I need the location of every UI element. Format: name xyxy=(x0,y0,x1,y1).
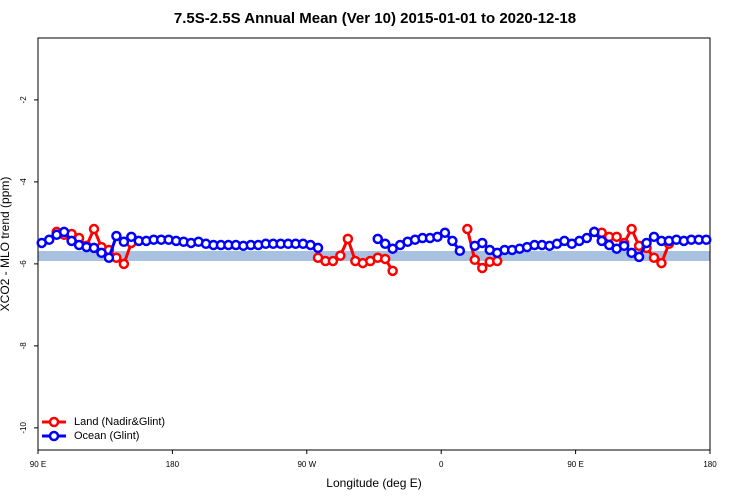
data-point xyxy=(648,252,660,263)
y-axis-label: XCO2 - MLO trend (ppm) xyxy=(0,177,12,312)
data-point xyxy=(596,235,607,247)
plot-area xyxy=(36,223,712,277)
legend-label: Ocean (Glint) xyxy=(74,430,139,442)
data-point xyxy=(641,237,652,249)
chart-title: 7.5S-2.5S Annual Mean (Ver 10) 2015-01-0… xyxy=(174,10,576,27)
x-tick-label: 180 xyxy=(703,460,717,469)
data-point xyxy=(96,247,107,259)
data-point xyxy=(126,231,137,243)
data-point xyxy=(327,255,339,267)
data-point xyxy=(611,231,622,243)
data-point xyxy=(469,254,481,266)
x-tick-label: 90 E xyxy=(567,460,583,469)
data-point xyxy=(581,232,593,244)
data-point xyxy=(379,238,391,250)
data-point xyxy=(491,255,503,267)
x-axis-label: Longitude (deg E) xyxy=(326,476,421,490)
data-point xyxy=(454,245,466,257)
data-point xyxy=(589,226,600,238)
y-tick-label: -10 xyxy=(19,422,28,434)
data-point xyxy=(656,257,667,269)
y-tick-label: -2 xyxy=(19,96,28,104)
data-point xyxy=(462,223,473,235)
data-point xyxy=(447,235,458,247)
x-tick-label: 90 W xyxy=(297,460,316,469)
data-point xyxy=(312,242,324,254)
data-point xyxy=(477,262,488,274)
data-point xyxy=(111,230,122,242)
data-point xyxy=(626,247,637,259)
data-point xyxy=(118,236,130,247)
legend-marker xyxy=(48,430,60,442)
data-point xyxy=(43,234,55,245)
data-point xyxy=(118,258,130,270)
data-point xyxy=(701,234,712,245)
data-point xyxy=(103,252,115,263)
data-point xyxy=(439,227,451,238)
data-point xyxy=(88,223,100,235)
data-point xyxy=(432,231,443,243)
data-point xyxy=(633,251,645,263)
data-point xyxy=(66,235,77,247)
data-point xyxy=(379,253,391,265)
x-tick-label: 90 E xyxy=(30,460,46,469)
y-tick-label: -8 xyxy=(19,342,28,350)
y-tick-label: -4 xyxy=(19,178,28,186)
data-point xyxy=(342,233,354,245)
legend-label: Land (Nadir&Glint) xyxy=(74,416,165,428)
data-point xyxy=(335,250,346,261)
legend-marker xyxy=(48,416,60,428)
data-point xyxy=(648,231,660,243)
y-tick-label: -6 xyxy=(19,260,28,268)
data-point xyxy=(626,223,637,235)
x-tick-label: 0 xyxy=(439,460,444,469)
data-point xyxy=(58,226,70,238)
data-point xyxy=(372,233,383,245)
data-point xyxy=(477,237,488,249)
data-point xyxy=(88,242,100,254)
data-point xyxy=(387,265,398,277)
data-point xyxy=(618,240,630,252)
x-tick-label: 180 xyxy=(166,460,180,469)
